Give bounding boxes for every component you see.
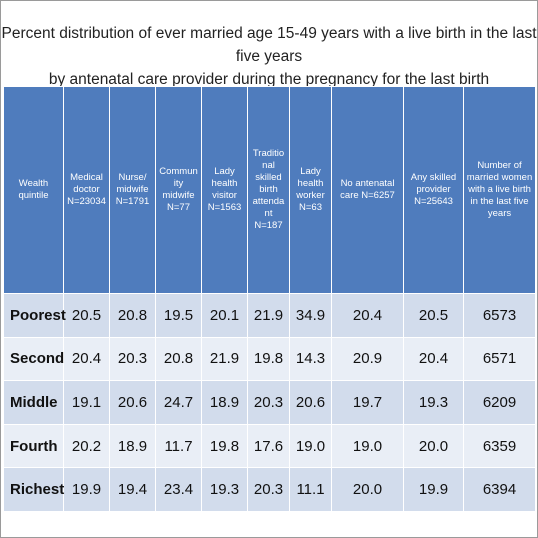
header-no-antenatal-care: No antenatal care N=6257 xyxy=(331,86,404,294)
table-cell: 19.5 xyxy=(155,293,202,338)
page-title: Percent distribution of ever married age… xyxy=(0,22,538,91)
table-cell: 19.7 xyxy=(331,380,404,425)
table-cell: 19.0 xyxy=(331,423,404,469)
table-cell: 19.9 xyxy=(63,467,110,512)
header-community-midwife: Commun ity midwife N=77 xyxy=(155,86,202,294)
table-cell: 11.7 xyxy=(155,423,202,469)
header-traditional-birth-attendant: Traditio nal skilled birth attenda nt N=… xyxy=(247,86,290,294)
row-label: Richest xyxy=(3,467,64,512)
table-cell: 6573 xyxy=(463,293,536,338)
table-cell: 19.8 xyxy=(247,336,290,382)
header-lady-health-visitor: Lady health visitor N=1563 xyxy=(201,86,248,294)
table-row: Second 20.4 20.3 20.8 21.9 19.8 14.3 20.… xyxy=(3,336,536,382)
table-cell: 20.0 xyxy=(331,467,404,512)
table-row: Poorest 20.5 20.8 19.5 20.1 21.9 34.9 20… xyxy=(3,293,536,338)
table-cell: 19.3 xyxy=(403,380,464,425)
table-cell: 6394 xyxy=(463,467,536,512)
table-row: Fourth 20.2 18.9 11.7 19.8 17.6 19.0 19.… xyxy=(3,423,536,469)
table-cell: 20.9 xyxy=(331,336,404,382)
table-cell: 34.9 xyxy=(289,293,332,338)
table-cell: 24.7 xyxy=(155,380,202,425)
header-wealth-quintile: Wealth quintile xyxy=(3,86,64,294)
table-cell: 23.4 xyxy=(155,467,202,512)
table-cell: 20.3 xyxy=(247,467,290,512)
table-cell: 19.9 xyxy=(403,467,464,512)
table-cell: 19.4 xyxy=(109,467,156,512)
title-line-2: by antenatal care provider during the pr… xyxy=(48,71,490,88)
table-cell: 18.9 xyxy=(109,423,156,469)
row-label: Middle xyxy=(3,380,64,425)
header-row: Wealth quintile Medical doctor N=23034 N… xyxy=(3,86,536,294)
header-number-of-women: Number of married women with a live birt… xyxy=(463,86,536,294)
header-lady-health-worker: Lady health worker N=63 xyxy=(289,86,332,294)
table-cell: 20.4 xyxy=(63,336,110,382)
table-cell: 20.1 xyxy=(201,293,248,338)
table-cell: 20.0 xyxy=(403,423,464,469)
table-cell: 17.6 xyxy=(247,423,290,469)
title-line-1: Percent distribution of ever married age… xyxy=(1,25,537,65)
header-nurse-midwife: Nurse/ midwife N=1791 xyxy=(109,86,156,294)
table-cell: 20.6 xyxy=(109,380,156,425)
table-cell: 6209 xyxy=(463,380,536,425)
table-cell: 14.3 xyxy=(289,336,332,382)
table-cell: 19.1 xyxy=(63,380,110,425)
table-cell: 21.9 xyxy=(247,293,290,338)
table-cell: 20.8 xyxy=(155,336,202,382)
header-any-skilled-provider: Any skilled provider N=25643 xyxy=(403,86,464,294)
row-label: Fourth xyxy=(3,423,64,469)
row-label: Second xyxy=(3,336,64,382)
table-cell: 19.8 xyxy=(201,423,248,469)
table-cell: 21.9 xyxy=(201,336,248,382)
table-cell: 19.3 xyxy=(201,467,248,512)
table-cell: 6571 xyxy=(463,336,536,382)
table-cell: 11.1 xyxy=(289,467,332,512)
table-cell: 18.9 xyxy=(201,380,248,425)
table-cell: 20.6 xyxy=(289,380,332,425)
table-cell: 20.5 xyxy=(63,293,110,338)
header-medical-doctor: Medical doctor N=23034 xyxy=(63,86,110,294)
table-row: Richest 19.9 19.4 23.4 19.3 20.3 11.1 20… xyxy=(3,467,536,512)
row-label: Poorest xyxy=(3,293,66,338)
table-cell: 20.4 xyxy=(403,336,464,382)
data-table: Wealth quintile Medical doctor N=23034 N… xyxy=(3,86,536,512)
table-cell: 6359 xyxy=(463,423,536,469)
table-row: Middle 19.1 20.6 24.7 18.9 20.3 20.6 19.… xyxy=(3,380,536,425)
table-cell: 20.4 xyxy=(331,293,404,338)
table-cell: 20.3 xyxy=(247,380,290,425)
table-cell: 19.0 xyxy=(289,423,332,469)
table-cell: 20.8 xyxy=(109,293,156,338)
table-cell: 20.3 xyxy=(109,336,156,382)
table-cell: 20.2 xyxy=(63,423,110,469)
table-cell: 20.5 xyxy=(403,293,464,338)
